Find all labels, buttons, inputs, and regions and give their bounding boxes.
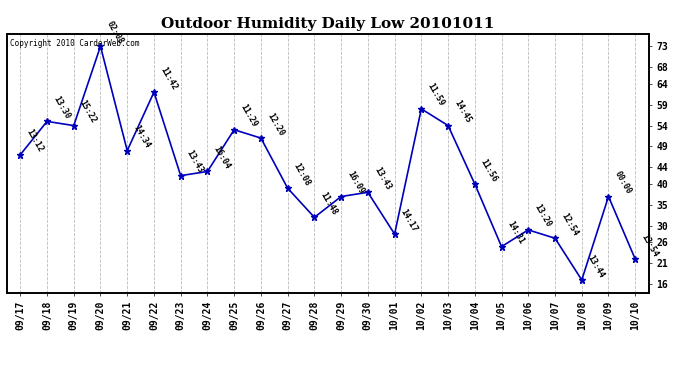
Text: 13:43: 13:43 [372, 165, 393, 192]
Text: Copyright 2010 CarderWeb.com: Copyright 2010 CarderWeb.com [10, 39, 139, 48]
Title: Outdoor Humidity Daily Low 20101011: Outdoor Humidity Daily Low 20101011 [161, 17, 495, 31]
Text: 13:20: 13:20 [533, 203, 553, 229]
Text: 11:59: 11:59 [426, 82, 446, 108]
Text: 14:17: 14:17 [399, 207, 419, 233]
Text: 12:54: 12:54 [559, 211, 580, 237]
Text: 14:45: 14:45 [452, 99, 473, 125]
Text: 16:04: 16:04 [212, 144, 232, 171]
Text: 13:54: 13:54 [640, 232, 660, 258]
Text: 16:09: 16:09 [345, 170, 366, 196]
Text: 13:43: 13:43 [185, 149, 205, 175]
Text: 14:34: 14:34 [131, 124, 152, 150]
Text: 15:22: 15:22 [78, 99, 98, 125]
Text: 11:56: 11:56 [479, 157, 500, 183]
Text: 13:30: 13:30 [51, 94, 72, 121]
Text: 13:12: 13:12 [24, 128, 45, 154]
Text: 11:48: 11:48 [319, 190, 339, 217]
Text: 02:08: 02:08 [105, 20, 125, 45]
Text: 12:08: 12:08 [292, 161, 312, 188]
Text: 13:44: 13:44 [586, 253, 607, 279]
Text: 12:20: 12:20 [265, 111, 286, 137]
Text: 14:31: 14:31 [506, 220, 526, 246]
Text: 11:42: 11:42 [158, 65, 179, 92]
Text: 11:29: 11:29 [238, 103, 259, 129]
Text: 00:00: 00:00 [613, 170, 633, 196]
